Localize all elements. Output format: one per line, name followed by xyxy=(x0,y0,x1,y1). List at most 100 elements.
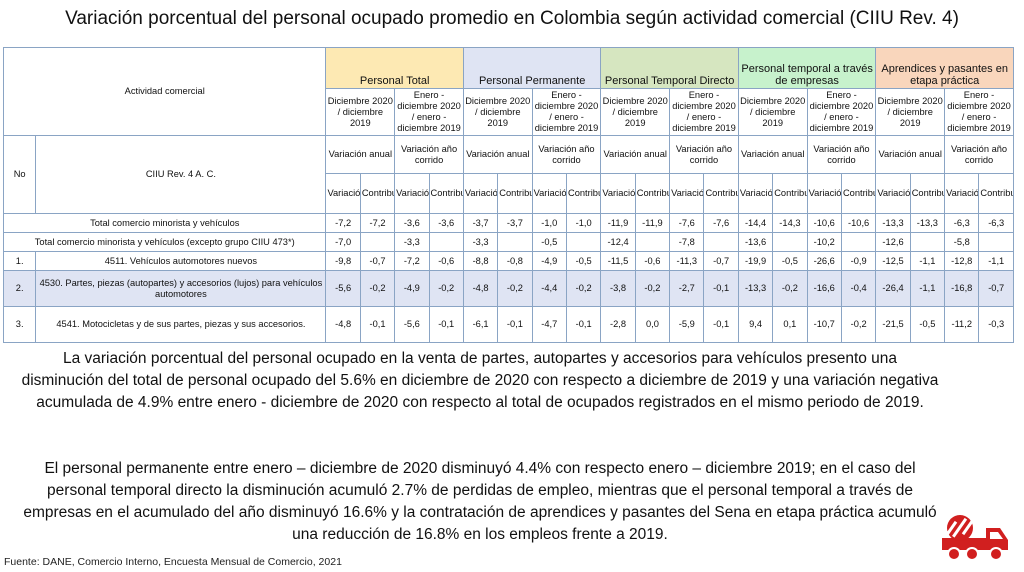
table-cell xyxy=(428,232,464,252)
table-cell xyxy=(359,232,396,252)
table-cell: 0,1 xyxy=(772,306,808,343)
table-cell xyxy=(840,232,877,252)
table-cell: -13,3 xyxy=(909,213,946,233)
table-cell: -11,9 xyxy=(600,213,636,233)
var-anual-label: Variación anual xyxy=(325,135,396,174)
table-cell: -12,8 xyxy=(944,251,980,271)
table-cell: -4,4 xyxy=(531,270,567,307)
sub-header-variacion: Variación xyxy=(737,173,774,214)
row-name: 4541. Motocicletas y de sus partes, piez… xyxy=(35,306,327,343)
table-cell: -0,1 xyxy=(497,306,533,343)
table-cell: -5,6 xyxy=(394,306,430,343)
table-cell: -11,2 xyxy=(944,306,980,343)
sub-header-contribucion: Contribución xyxy=(978,173,1014,214)
sub-header-contribucion: Contribución xyxy=(634,173,671,214)
table-cell: -1,1 xyxy=(978,251,1014,271)
table-cell: -12,5 xyxy=(875,251,911,271)
sub-header-contribucion: Contribución xyxy=(565,173,602,214)
table-cell: -7,2 xyxy=(394,251,430,271)
table-cell: -16,8 xyxy=(944,270,980,307)
page-title: Variación porcentual del personal ocupad… xyxy=(65,8,959,29)
table-cell xyxy=(703,232,739,252)
table-cell: -7,2 xyxy=(359,213,396,233)
table-cell: -0,2 xyxy=(634,270,671,307)
sub-header-variacion: Variación xyxy=(600,173,636,214)
sub-header-contribucion: Contribución xyxy=(703,173,739,214)
period-year: Enero - diciembre 2020 / enero - diciemb… xyxy=(531,88,602,136)
period-dec: Diciembre 2020 / diciembre 2019 xyxy=(325,88,396,136)
table-cell: -10,2 xyxy=(806,232,842,252)
var-corrido-label: Variación año corrido xyxy=(806,135,877,174)
source-note: Fuente: DANE, Comercio Interno, Encuesta… xyxy=(4,556,342,568)
header-activity: Actividad comercial xyxy=(2,47,327,136)
sub-header-contribucion: Contribución xyxy=(359,173,396,214)
table-cell: -0,7 xyxy=(703,251,739,271)
table-cell: -0,8 xyxy=(497,251,533,271)
var-anual-label: Variación anual xyxy=(737,135,808,174)
table-cell: -0,1 xyxy=(359,306,396,343)
table-cell: -0,1 xyxy=(703,306,739,343)
table-cell: -0,2 xyxy=(359,270,396,307)
table-cell: -0,5 xyxy=(531,232,567,252)
sub-header-variacion: Variación xyxy=(806,173,842,214)
table-cell: -3,7 xyxy=(462,213,499,233)
period-dec: Diciembre 2020 / diciembre 2019 xyxy=(737,88,808,136)
table-cell: -5,8 xyxy=(944,232,980,252)
table-row: Total comercio minorista y vehículos (ex… xyxy=(2,232,1014,252)
table-cell: -2,7 xyxy=(669,270,705,307)
sub-header-contribucion: Contribución xyxy=(428,173,464,214)
period-dec: Diciembre 2020 / diciembre 2019 xyxy=(462,88,533,136)
table-cell: -0,1 xyxy=(703,270,739,307)
var-corrido-label: Variación año corrido xyxy=(394,135,464,174)
table-cell: -8,8 xyxy=(462,251,499,271)
row-name: 4511. Vehículos automotores nuevos xyxy=(35,251,327,271)
sub-header-contribucion: Contribución xyxy=(840,173,877,214)
row-number: 3. xyxy=(2,306,37,343)
table-cell: -7,0 xyxy=(325,232,361,252)
table-cell: -16,6 xyxy=(806,270,842,307)
group-header-total: Personal Total xyxy=(325,47,464,89)
table-cell: -0,5 xyxy=(772,251,808,271)
table-cell: -0,2 xyxy=(497,270,533,307)
sub-header-contribucion: Contribución xyxy=(772,173,808,214)
sub-header-variacion: Variación xyxy=(462,173,499,214)
table-cell: -12,6 xyxy=(875,232,911,252)
sub-header-variacion: Variación xyxy=(325,173,361,214)
group-header-temporal-agency: Personal temporal a través de empresas xyxy=(737,47,877,89)
header-no: No xyxy=(2,135,37,214)
table-cell: -11,3 xyxy=(669,251,705,271)
table-cell: -0,6 xyxy=(428,251,464,271)
var-corrido-label: Variación año corrido xyxy=(669,135,739,174)
table-cell: 0,0 xyxy=(634,306,671,343)
table-cell xyxy=(978,232,1014,252)
table-row: 2. 4530. Partes, piezas (autopartes) y ac… xyxy=(2,270,1014,307)
var-anual-label: Variación anual xyxy=(462,135,533,174)
table-cell: -10,6 xyxy=(806,213,842,233)
table-cell: -3,3 xyxy=(462,232,499,252)
period-year: Enero - diciembre 2020 / enero - diciemb… xyxy=(669,88,739,136)
row-name: Total comercio minorista y vehículos (ex… xyxy=(2,232,327,252)
table-cell: -7,2 xyxy=(325,213,361,233)
table-cell: -14,3 xyxy=(772,213,808,233)
table-cell: -0,5 xyxy=(565,251,602,271)
table-cell: -0,2 xyxy=(840,306,877,343)
table-cell: -3,8 xyxy=(600,270,636,307)
table-cell: -6,3 xyxy=(978,213,1014,233)
table-cell: -7,6 xyxy=(669,213,705,233)
table-cell: -5,6 xyxy=(325,270,361,307)
var-anual-label: Variación anual xyxy=(875,135,946,174)
table-cell: -26,6 xyxy=(806,251,842,271)
table-cell: -0,7 xyxy=(978,270,1014,307)
period-dec: Diciembre 2020 / diciembre 2019 xyxy=(875,88,946,136)
table-cell: -3,6 xyxy=(428,213,464,233)
table-cell xyxy=(909,232,946,252)
table-cell: -6,1 xyxy=(462,306,499,343)
sub-header-contribucion: Contribución xyxy=(497,173,533,214)
row-number: 2. xyxy=(2,270,37,307)
table-cell: -4,7 xyxy=(531,306,567,343)
table-cell: -26,4 xyxy=(875,270,911,307)
table-cell xyxy=(772,232,808,252)
sub-header-contribucion: Contribución xyxy=(909,173,946,214)
table-cell: -1,0 xyxy=(531,213,567,233)
table-cell: -6,3 xyxy=(944,213,980,233)
